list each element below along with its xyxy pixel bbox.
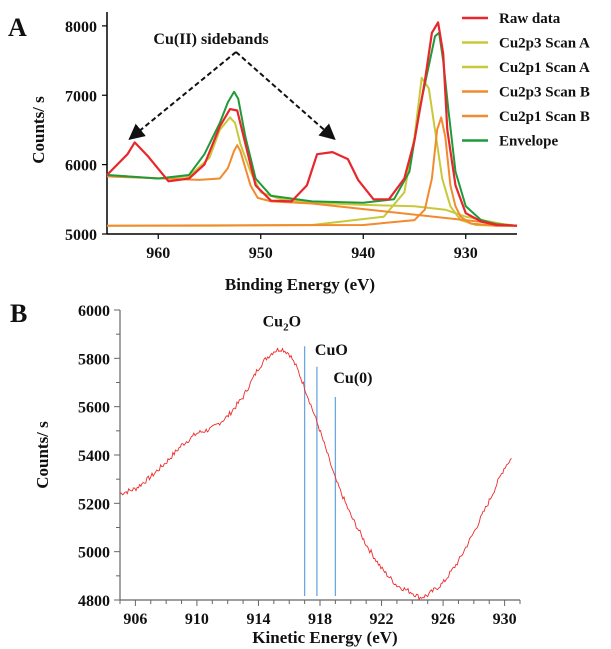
legend-label: Cu2p3 Scan B xyxy=(499,85,590,101)
panel-a: A 5000 6000 7000 8000 960 950 940 930 Binding E… xyxy=(8,11,590,294)
spectrum-line xyxy=(119,347,512,601)
panel-b-x-tick-label: 922 xyxy=(370,611,394,628)
panel-b-x-tick-label: 918 xyxy=(308,611,332,628)
panel-b-y-tick-label: 5000 xyxy=(78,545,110,562)
panel-b-x-tick-label: 914 xyxy=(246,611,270,628)
panel-b-y-tick-label: 5400 xyxy=(78,448,110,465)
panel-a-plot: 5000 6000 7000 8000 960 950 940 930 xyxy=(65,12,518,262)
panel-b-x-axis-label: Kinetic Energy (eV) xyxy=(252,628,397,647)
panel-a-letter: A xyxy=(8,13,27,42)
panel-b-x-tick-label: 926 xyxy=(431,611,455,628)
panel-a-legend: Raw data Cu2p3 Scan A Cu2p1 Scan A Cu2p3 Sc… xyxy=(462,11,590,150)
panel-b-y-tick-label: 5800 xyxy=(78,351,110,368)
series-line-raw-data xyxy=(106,21,518,227)
panel-b-x-tick-label: 910 xyxy=(185,611,209,628)
panel-b-y-tick-label: 4800 xyxy=(78,593,110,610)
series-line-envelope xyxy=(106,31,518,227)
legend-label: Cu2p1 Scan B xyxy=(499,109,590,125)
panel-a-x-axis-label: Binding Energy (eV) xyxy=(225,275,375,294)
panel-b-plot: 4800 5000 5200 5400 5600 5800 6000 906 910 914 918… xyxy=(78,303,521,628)
reference-label: CuO xyxy=(315,342,348,359)
panel-a-x-tick-label: 940 xyxy=(351,245,375,262)
panel-b-y-tick-label: 5200 xyxy=(78,496,110,513)
panel-a-x-tick-label: 950 xyxy=(249,245,273,262)
reference-label: Cu2O xyxy=(263,313,301,333)
panel-a-y-tick-label: 6000 xyxy=(65,158,97,175)
panel-b-letter: B xyxy=(10,299,27,328)
panel-a-x-tick-label: 930 xyxy=(454,245,478,262)
legend-label: Cu2p1 Scan A xyxy=(499,60,590,76)
series-line-cu2p3-scan-b xyxy=(106,116,517,227)
sideband-arrow xyxy=(235,51,336,141)
panel-b-y-axis-label: Counts/ s xyxy=(33,421,52,489)
legend-label: Cu2p3 Scan A xyxy=(499,36,590,52)
panel-b-y-tick-label: 6000 xyxy=(78,303,110,320)
panel-a-y-tick-label: 7000 xyxy=(65,88,97,105)
legend-label: Raw data xyxy=(499,11,561,27)
panel-b-y-tick-label: 5600 xyxy=(78,400,110,417)
panel-a-y-tick-label: 8000 xyxy=(65,19,97,36)
panel-a-x-tick-label: 960 xyxy=(146,245,170,262)
legend-label: Envelope xyxy=(499,134,559,150)
panel-b: B 4800 5000 5200 5400 5600 5800 6000 906 910 914 9… xyxy=(10,299,521,647)
sidebands-annotation: Cu(II) sidebands xyxy=(153,31,268,48)
panel-a-y-axis-label: Counts/ s xyxy=(29,96,48,164)
panel-a-y-tick-label: 5000 xyxy=(65,227,97,244)
panel-b-x-tick-label: 930 xyxy=(493,611,517,628)
reference-label: Cu(0) xyxy=(333,370,372,387)
sideband-arrow xyxy=(128,51,237,140)
panel-b-x-tick-label: 906 xyxy=(123,611,147,628)
